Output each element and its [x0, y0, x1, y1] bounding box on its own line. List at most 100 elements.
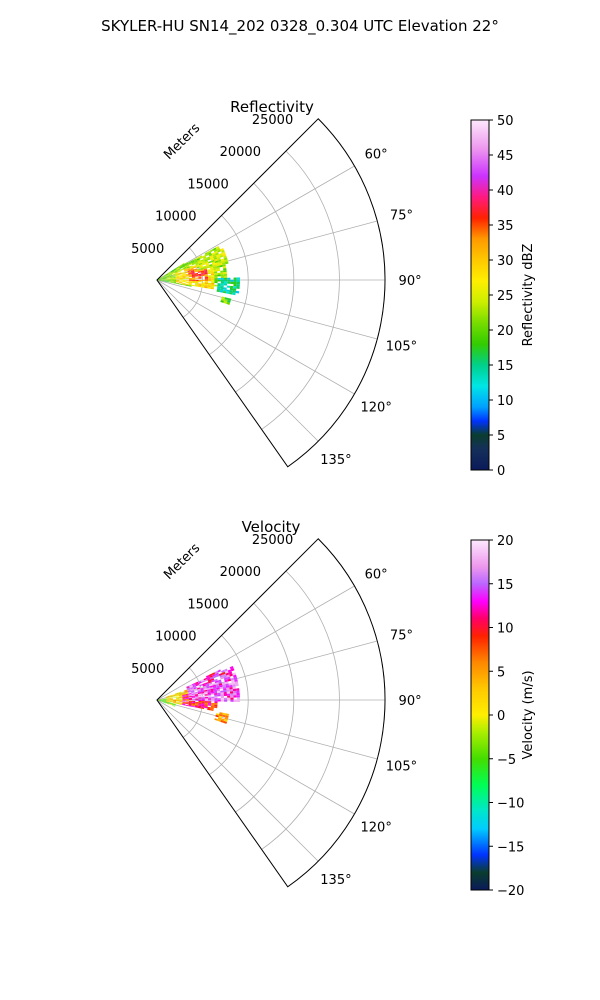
echo-cell [201, 279, 205, 282]
echo-cell [163, 278, 167, 279]
echo-cell [214, 274, 218, 277]
echo-cell [188, 273, 192, 275]
echo-cell [193, 686, 197, 689]
echo-cell [198, 261, 202, 264]
angle-tick-label: 75° [390, 208, 413, 223]
echo-cell [226, 289, 230, 292]
echo-cell [172, 694, 176, 696]
echo-cell [216, 265, 220, 269]
echo-cell [209, 255, 213, 258]
echo-cell [204, 286, 208, 289]
echo-cell [192, 278, 196, 280]
echo-cell [160, 278, 164, 280]
echo-cell [188, 275, 192, 278]
echo-cell [213, 271, 218, 274]
echo-cell [169, 277, 173, 279]
echo-cell [185, 273, 189, 276]
echo-cell [211, 281, 215, 284]
echo-cell [169, 280, 173, 282]
echo-cell [213, 688, 217, 691]
echo-cell [220, 298, 225, 301]
echo-cell [182, 704, 186, 706]
echo-cell [210, 258, 215, 261]
colorbar-tick-label: 0 [497, 464, 505, 479]
echo-cell [179, 277, 183, 279]
echo-cell [214, 699, 218, 702]
echo-cell [215, 252, 219, 256]
echo-cell [159, 277, 163, 279]
echo-cell [192, 265, 197, 268]
echo-cell [204, 691, 208, 694]
echo-cell [211, 279, 215, 282]
echo-cell [193, 258, 197, 261]
angle-tick-label: 105° [386, 340, 417, 355]
echo-cell [216, 689, 221, 692]
echo-cell [220, 718, 225, 721]
echo-cell [185, 279, 189, 281]
echo-cell [179, 696, 183, 698]
echo-cell [198, 279, 202, 282]
echo-cell [211, 702, 215, 705]
echo-cell [169, 281, 173, 282]
angle-tick-label: 105° [386, 760, 417, 775]
echo-cell [157, 280, 161, 281]
echo-cell [185, 699, 189, 701]
echo-cell [171, 272, 175, 275]
echo-cell [169, 276, 173, 278]
echo-cell [172, 695, 176, 697]
echo-cell [220, 676, 224, 680]
echo-cell [207, 693, 212, 696]
echo-cell [230, 695, 234, 698]
echo-cell [172, 699, 177, 701]
echo-cell [160, 278, 164, 280]
echo-cell [188, 694, 192, 697]
echo-cell [175, 693, 179, 695]
echo-cell [195, 279, 199, 282]
echo-cell [182, 280, 186, 282]
echo-cell [228, 684, 233, 688]
echo-cell [201, 693, 205, 695]
echo-cell [198, 284, 202, 287]
echo-cell [207, 285, 211, 288]
echo-cell [223, 275, 228, 278]
echo-cell [210, 271, 215, 274]
echo-cell [165, 703, 170, 705]
echo-cell [157, 700, 161, 701]
echo-cell [201, 698, 205, 700]
echo-cell [166, 702, 170, 704]
echo-cell [199, 684, 203, 687]
echo-cell [201, 699, 205, 702]
echo-cell [220, 276, 224, 278]
echo-cell [159, 277, 163, 279]
echo-cell [166, 277, 170, 279]
echo-cell [185, 702, 189, 704]
echo-cell [201, 702, 205, 704]
echo-cell [188, 704, 192, 706]
echo-cell [190, 690, 195, 693]
echo-cell [232, 292, 236, 296]
angle-tick-label: 135° [320, 453, 351, 468]
colorbar-tick-label: 35 [497, 219, 514, 234]
echo-cell [236, 281, 240, 285]
echo-cell [198, 276, 202, 278]
echo-cell [234, 681, 239, 685]
echo-cell [173, 268, 177, 271]
echo-cell [204, 701, 209, 703]
echo-cell [183, 267, 187, 270]
echo-cell [160, 700, 164, 702]
echo-cell [211, 696, 215, 699]
echo-cell [197, 689, 201, 692]
echo-cell [220, 281, 225, 284]
reflectivity-polar-grid [156, 118, 386, 468]
echo-cell [186, 685, 190, 688]
echo-cell [174, 271, 179, 274]
echo-cell [166, 702, 170, 704]
echo-cell [187, 690, 191, 692]
angle-tick-label: 90° [399, 274, 422, 289]
echo-cell [191, 275, 196, 277]
echo-cell [211, 259, 215, 263]
echo-cell [215, 714, 219, 718]
echo-cell [166, 698, 170, 700]
echo-cell [169, 696, 173, 698]
echo-cell [172, 703, 176, 706]
